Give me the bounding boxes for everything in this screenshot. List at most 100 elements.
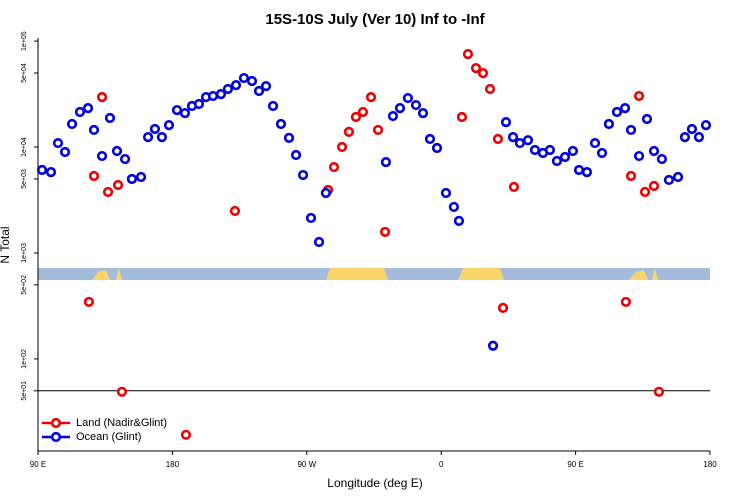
data-point	[431, 142, 443, 154]
data-point	[448, 201, 459, 213]
data-point	[620, 296, 632, 308]
data-point	[163, 120, 175, 131]
data-point	[700, 120, 712, 131]
data-point	[410, 99, 422, 111]
data-point	[119, 153, 131, 165]
data-point	[656, 153, 668, 165]
data-point	[283, 132, 295, 143]
chart-title: 15S-10S July (Ver 10) Inf to -Inf	[265, 11, 485, 28]
data-point	[343, 126, 355, 137]
legend-marker	[50, 417, 62, 429]
y-tick-label: 5e+02	[21, 275, 28, 295]
y-tick-label: 1e+05	[21, 31, 28, 51]
data-point	[619, 103, 631, 114]
data-point	[207, 90, 219, 102]
y-tick-label: 5e+04	[21, 63, 28, 83]
data-point	[603, 118, 615, 130]
data-point	[529, 144, 541, 156]
legend-marker	[50, 431, 62, 443]
data-point	[653, 386, 665, 397]
data-point	[149, 123, 161, 135]
data-point	[230, 80, 242, 91]
data-point	[290, 149, 302, 161]
data-point	[477, 67, 489, 79]
data-point	[544, 144, 556, 156]
data-point	[417, 108, 429, 119]
data-point	[267, 100, 279, 112]
data-point	[453, 215, 465, 226]
data-point	[193, 98, 205, 110]
data-point	[514, 137, 525, 149]
data-point	[633, 150, 645, 162]
data-point	[462, 49, 474, 60]
data-point	[394, 103, 406, 114]
land-strip	[326, 268, 388, 280]
data-point	[350, 111, 362, 123]
land-strip	[92, 270, 110, 280]
data-point	[246, 75, 258, 87]
data-point	[641, 113, 653, 125]
data-point	[508, 181, 520, 193]
data-point	[52, 137, 64, 149]
data-point	[45, 166, 57, 178]
data-point	[522, 135, 534, 146]
data-point	[387, 110, 399, 122]
data-point	[581, 166, 593, 178]
data-point	[589, 137, 601, 149]
data-point	[313, 236, 325, 248]
y-tick-label: 1e+02	[21, 349, 28, 369]
data-point	[82, 103, 94, 114]
data-point	[497, 302, 509, 313]
map-strip	[38, 268, 710, 280]
x-axis-label: Longitude (deg E)	[327, 476, 422, 490]
y-tick-label: 5e+03	[21, 169, 28, 189]
y-axis-label: N Total	[0, 226, 12, 263]
data-point	[320, 187, 332, 199]
data-point	[693, 132, 705, 143]
legend-label: Ocean (Glint)	[76, 431, 141, 443]
data-point	[365, 92, 377, 103]
legend-item: Ocean (Glint)	[42, 431, 141, 443]
land-strip	[458, 268, 504, 280]
data-point	[633, 90, 645, 102]
data-point	[372, 124, 384, 136]
data-point	[222, 83, 234, 95]
data-point	[112, 179, 124, 191]
data-point	[111, 145, 123, 157]
data-point	[83, 296, 95, 308]
data-point	[66, 118, 78, 130]
data-point	[88, 124, 100, 136]
data-point	[487, 340, 499, 351]
data-point	[171, 105, 183, 116]
data-point	[379, 226, 391, 238]
y-tick-label: 5e+01	[21, 381, 28, 401]
data-point	[59, 146, 71, 158]
data-point	[663, 174, 675, 186]
data-point	[639, 186, 651, 198]
x-tick-label: 90 E	[30, 460, 46, 469]
data-point	[260, 81, 272, 92]
data-point	[135, 171, 147, 183]
data-point	[179, 108, 191, 119]
data-point	[180, 429, 192, 440]
data-point	[88, 170, 100, 182]
data-point	[500, 116, 512, 128]
data-point	[215, 89, 227, 100]
data-point	[357, 106, 369, 118]
y-tick-label: 1e+04	[21, 137, 28, 157]
data-point	[253, 85, 265, 97]
data-point	[156, 132, 168, 143]
x-tick-label: 90 E	[567, 460, 583, 469]
data-point	[74, 106, 86, 118]
data-point	[648, 145, 660, 157]
land-strip	[652, 268, 658, 280]
data-point	[596, 147, 608, 159]
data-point	[470, 63, 482, 74]
data-point	[36, 164, 48, 176]
data-point	[492, 133, 504, 145]
x-tick-label: 180	[166, 460, 180, 469]
data-point	[275, 118, 287, 130]
data-point	[625, 124, 637, 136]
